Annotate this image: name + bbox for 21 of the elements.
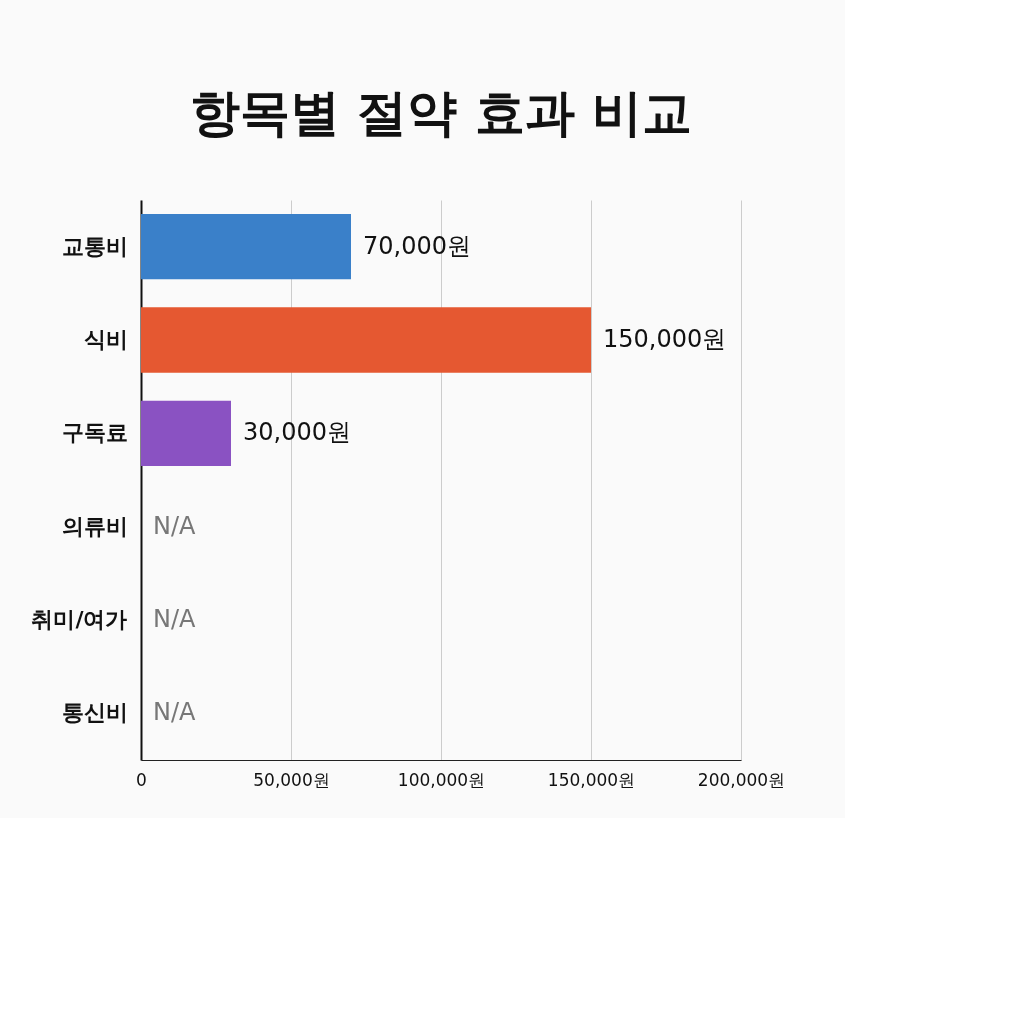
bar <box>141 214 351 280</box>
data-label: 30,000원 <box>243 418 351 447</box>
bar <box>141 400 231 466</box>
x-tick-label: 50,000원 <box>253 769 330 790</box>
data-label: 150,000원 <box>603 325 727 353</box>
text: N/A <box>153 698 196 727</box>
y-tick-label: 식비 <box>83 327 128 352</box>
x-tick-label: 0 <box>136 769 147 790</box>
y-tick-label: 통신비 <box>61 700 128 726</box>
x-tick-label: 200,000원 <box>697 769 786 790</box>
x-tick-label: 100,000원 <box>397 769 486 790</box>
chart-title: 항목별 절약 효과 비교 <box>189 84 693 142</box>
y-tick-label: 의류비 <box>61 513 128 539</box>
text: N/A <box>153 605 196 633</box>
y-tick-label: 구독료 <box>61 420 128 446</box>
bar <box>141 307 591 373</box>
text: N/A <box>153 511 196 540</box>
data-label: 70,000원 <box>363 231 471 260</box>
x-tick-label: 150,000원 <box>547 769 636 790</box>
y-tick-label: 교통비 <box>61 233 128 259</box>
y-tick-label: 취미/여가 <box>31 607 128 632</box>
